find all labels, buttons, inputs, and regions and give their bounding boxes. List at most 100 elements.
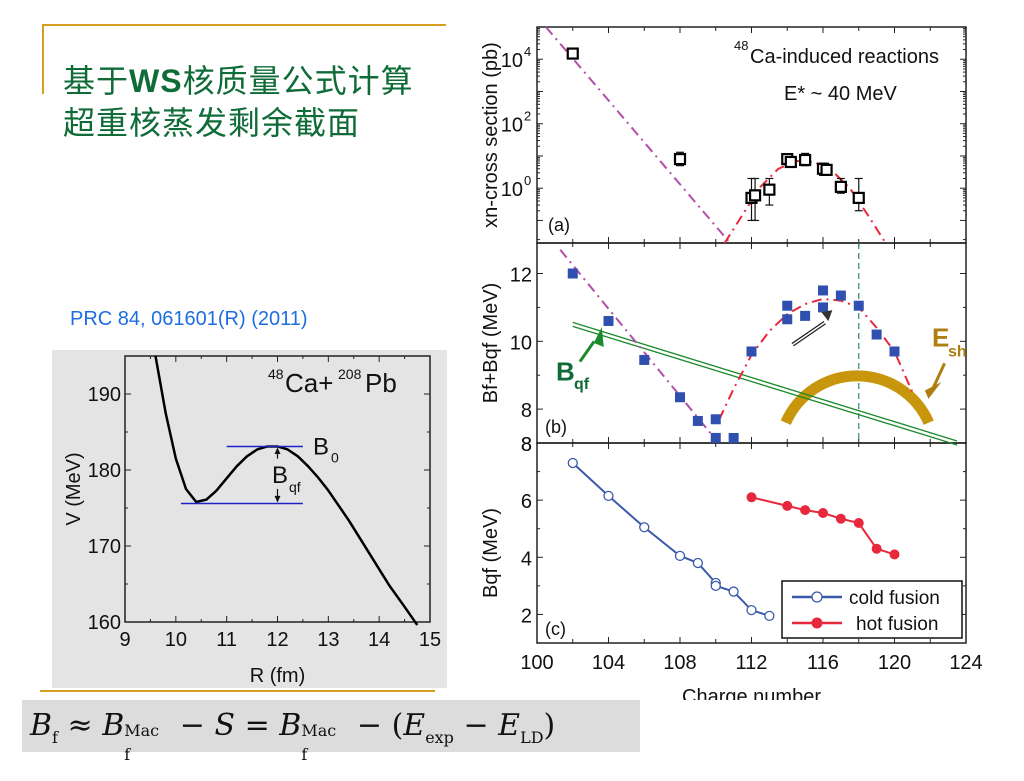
x-tick-label: 15 [419,629,441,651]
y-tick-label: 10 [501,50,523,72]
x-tick-label: 13 [317,629,339,651]
data-point-b [692,415,703,426]
title-line-2: 超重核蒸发剩余截面 [63,104,361,142]
annotation-reactions: Ca-induced reactions [750,46,939,68]
esh-arrowhead-icon [924,381,942,399]
data-point-a [834,180,847,193]
arrowhead-icon [821,310,833,322]
y-tick-exponent: 0 [524,173,531,188]
hot-fusion-point [800,505,811,516]
data-point-b [835,290,846,301]
data-point-b [746,346,757,357]
formula-sub: f [301,745,308,764]
data-point-a [784,155,797,169]
hot-fusion-point [782,500,793,511]
data-point-a [748,189,762,202]
data-point-a [852,191,865,204]
x-tick-label: 10 [165,629,187,651]
legend-box [781,580,963,639]
x-axis-label: Charge number [682,686,821,700]
cold-fusion-point [746,604,757,616]
y-tick-label: 10 [501,115,523,137]
title-superscript: 208 [338,366,362,382]
esh-subscript: sh [948,344,967,361]
slide-title: 基于WS核质量公式计算 超重核蒸发剩余截面 [63,60,414,144]
data-point-b [782,300,793,311]
panel-label-b: (b) [545,417,567,437]
data-point-b [889,346,900,357]
data-point-b [853,300,864,311]
title-superscript: 48 [268,366,284,382]
bqf-label: B [272,462,288,489]
y-tick-label: 160 [88,612,121,634]
formula-e: E [403,708,426,743]
x-tick-label: 112 [736,652,768,674]
formula-op: − [463,708,489,743]
cold-fusion-point [692,557,704,569]
cold-fusion-point [603,490,614,502]
hot-fusion-point [853,518,864,528]
y-axis-label-c: Bqf (MeV) [480,508,502,598]
data-point-b [710,414,721,425]
formula-b: B [102,708,125,743]
y-tick-label: 10 [501,179,523,201]
formula-sup: Mac [301,721,337,740]
formula-paren: ) [543,708,556,743]
y-tick-label: 190 [88,384,121,406]
formula-op: ≈ [67,708,93,743]
data-point-b [782,314,793,325]
arrow-shaft-inner [792,322,826,346]
legend-marker-cold [811,591,823,603]
hot-fusion-point [889,549,900,560]
legend-marker-hot [811,617,823,629]
b0-subscript: 0 [331,449,339,465]
legend-label-hot: hot fusion [856,614,938,635]
bqf-arrowhead-icon [593,327,604,347]
data-point-b [818,285,828,296]
formula-sub: exp [425,728,454,747]
y-tick-label: 10 [510,332,532,354]
title-decor-bar [42,24,44,94]
x-tick-label: 9 [119,629,130,651]
x-tick-label: 116 [807,652,839,674]
data-point-b [871,329,882,340]
arrowhead-down-icon [274,495,281,503]
title-prefix: 基于 [63,62,130,100]
x-tick-label: 108 [663,652,696,674]
data-point-b [603,315,614,326]
title-ca: Ca+ [285,368,333,398]
y-axis-label-a: xn-cross section (pb) [480,42,502,228]
x-tick-label: 124 [949,652,982,674]
x-tick-label: 14 [368,629,390,651]
x-tick-label: 11 [216,629,237,651]
formula-op: = [244,708,270,743]
cold-fusion-point [639,522,650,533]
bqf-subscript: qf [289,479,301,495]
cold-fusion-point [728,586,739,597]
title-line-1: 基于WS核质量公式计算 [63,60,414,102]
y-tick-label: 6 [521,491,532,513]
fit-line-purple-a [545,26,731,244]
formula-paren: ( [391,708,404,743]
hot-fusion-point [871,543,882,554]
cold-fusion-point [674,550,686,562]
data-point-a [799,153,812,167]
data-point-a [673,152,687,166]
cold-fusion-point [710,580,721,592]
bqf-subscript: qf [574,376,590,393]
legend-label-cold: cold fusion [849,588,940,609]
formula-sub: f [124,745,131,764]
hot-fusion-point [746,492,757,503]
y-tick-label: 8 [521,400,532,422]
formula-sub: f [52,728,58,747]
data-point-b [800,310,811,321]
formula-bf: B [30,708,53,743]
data-point-b [818,302,828,313]
bqf-arrow-icon [578,340,596,363]
x-axis-label: R (fm) [250,665,306,687]
esh-label: E [932,322,949,352]
y-tick-exponent: 4 [524,44,531,59]
formula-sup: Mac [124,721,160,740]
y-tick-label: 8 [521,434,532,456]
